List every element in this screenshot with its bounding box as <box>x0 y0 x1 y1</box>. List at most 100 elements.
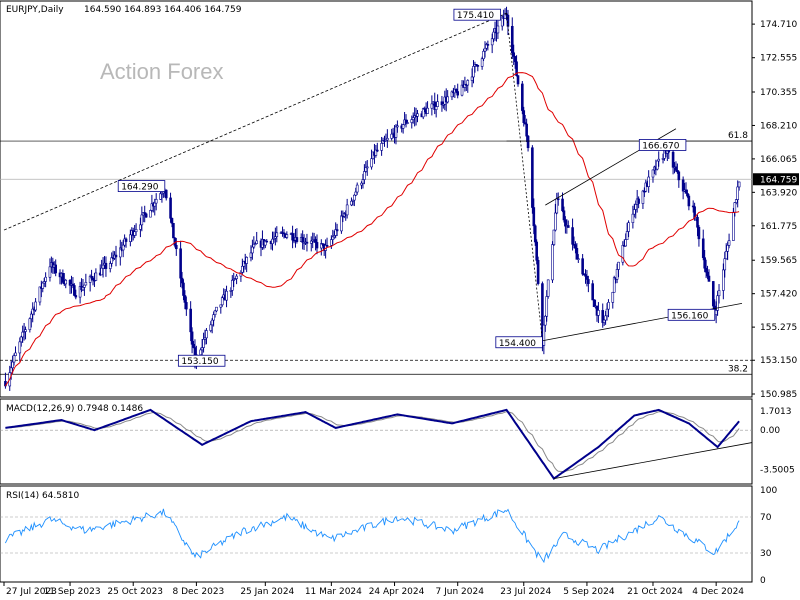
candle-body <box>189 308 192 333</box>
rsi-panel-frame <box>0 485 753 583</box>
candle-body <box>370 158 373 168</box>
candle-body <box>704 267 708 273</box>
candle-body <box>697 226 701 240</box>
candle-body <box>19 336 23 343</box>
candle-body <box>215 306 218 312</box>
time-axis-label: 11 Sep 2023 <box>44 587 101 597</box>
candle-body <box>94 272 98 281</box>
time-axis-label: 4 Dec 2024 <box>692 587 744 597</box>
candle-body <box>24 329 27 332</box>
time-axis-label: 7 Jun 2024 <box>436 587 485 597</box>
candle-body <box>190 331 194 345</box>
candle-body <box>483 47 487 52</box>
candle-body <box>350 200 353 206</box>
candle-body <box>230 279 234 291</box>
candle-body <box>149 210 152 218</box>
last-price-tag <box>753 173 799 186</box>
candle-body <box>703 257 706 269</box>
candle-body <box>591 283 594 301</box>
candle-body <box>551 244 554 281</box>
rsi-axis-label: 0 <box>760 576 766 586</box>
candle-body <box>581 258 584 275</box>
price-layer: 61.8 38.2 175.410 164.290 166.670 154.400 156.… <box>0 6 752 391</box>
candle-body <box>707 275 711 282</box>
candle-body <box>585 275 589 280</box>
candle-body <box>577 258 580 260</box>
candle-body <box>561 198 564 212</box>
candle-body <box>454 89 458 92</box>
candle-body <box>305 241 309 244</box>
rsi-axis-label: 100 <box>760 486 777 496</box>
candle-body <box>516 75 520 85</box>
candle-body <box>601 310 605 323</box>
candle-body <box>361 179 365 184</box>
candle-body <box>436 101 439 107</box>
candle-body <box>330 239 333 246</box>
decline-dotted-line <box>506 13 543 341</box>
candle-body <box>480 58 484 67</box>
price-annotation-text: 164.290 <box>121 183 158 193</box>
candle-body <box>219 304 223 308</box>
candle-body <box>627 222 630 232</box>
candle-body <box>625 231 629 240</box>
time-axis-label: 25 Oct 2023 <box>107 587 163 597</box>
candle-body <box>114 254 118 258</box>
candle-body <box>696 216 699 228</box>
price-axis-label: 166.065 <box>760 155 797 165</box>
time-axis-label: 11 Mar 2024 <box>305 587 362 597</box>
candle-body <box>275 232 279 237</box>
candle-body <box>54 264 57 274</box>
candle-body <box>355 184 359 193</box>
candle-body <box>100 267 103 276</box>
candle-body <box>209 324 213 331</box>
rsi-title: RSI(14) 64.5810 <box>6 491 79 501</box>
candle-body <box>637 198 640 204</box>
price-axis-label: 168.210 <box>760 121 797 131</box>
candle-body <box>245 257 248 264</box>
candle-body <box>331 236 335 240</box>
candle-body <box>482 50 485 60</box>
macd-panel-frame <box>0 398 753 485</box>
candle-body <box>374 149 378 156</box>
candle-body <box>607 302 610 310</box>
candle-body <box>41 282 45 289</box>
price-axis-label: 163.920 <box>760 188 797 198</box>
candle-body <box>18 341 22 354</box>
candle-body <box>592 299 596 307</box>
candle-body <box>466 80 470 86</box>
price-annotation-box <box>117 180 166 192</box>
price-annotation-text: 175.410 <box>457 11 494 21</box>
candle-body <box>140 214 144 226</box>
price-axis-label: 172.555 <box>760 54 797 64</box>
candle-body <box>34 301 37 311</box>
candle-body <box>84 282 88 286</box>
candle-body <box>460 84 464 96</box>
candle-body <box>711 281 715 307</box>
candle-body <box>235 275 238 279</box>
candle-body <box>456 91 460 96</box>
candle-body <box>515 61 518 76</box>
candle-body <box>562 210 566 221</box>
candle-body <box>647 176 650 187</box>
moving-average-line <box>4 72 740 387</box>
candle-body <box>416 113 419 117</box>
candle-body <box>510 26 514 54</box>
candle-body <box>655 160 659 170</box>
candle-body <box>733 202 737 213</box>
candle-body <box>726 245 729 252</box>
candle-body <box>183 295 187 303</box>
candle-body <box>566 225 570 228</box>
time-axis-label: 23 Jul 2024 <box>500 587 551 597</box>
macd-trendline <box>553 442 753 480</box>
candle-body <box>285 234 289 238</box>
candle-body <box>380 143 383 151</box>
candle-body <box>671 151 675 168</box>
candle-body <box>617 261 620 270</box>
rsi-axis-label: 30 <box>760 549 772 559</box>
candle-body <box>476 65 480 67</box>
price-annotation-text: 166.670 <box>642 141 679 151</box>
candle-body <box>587 279 590 284</box>
candle-body <box>631 213 635 223</box>
candle-body <box>200 347 204 351</box>
